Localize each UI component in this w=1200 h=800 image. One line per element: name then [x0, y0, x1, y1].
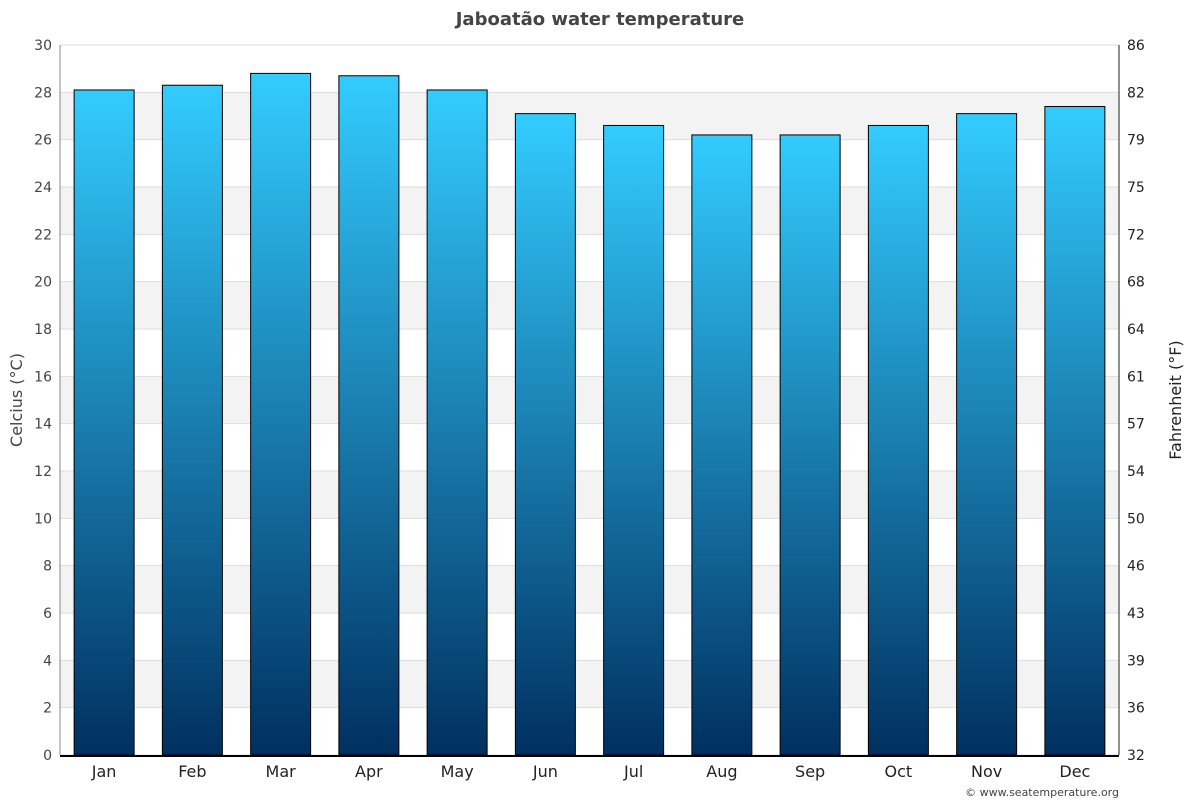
bar-dec [1044, 106, 1106, 756]
bar-oct [867, 124, 929, 756]
grid-band [60, 92, 1119, 140]
y-tick-label-left: 10 [34, 511, 52, 527]
chart-title: Jaboatão water temperature [454, 9, 745, 30]
y-tick-label-right: 72 [1127, 227, 1145, 243]
y-tick-label-left: 6 [43, 606, 52, 622]
bar-apr [338, 75, 400, 756]
y-tick-label-left: 28 [34, 85, 52, 101]
y-tick-label-right: 57 [1127, 417, 1145, 433]
grid-band [60, 187, 1119, 235]
y-axis-label-right: Fahrenheit (°F) [1166, 340, 1185, 459]
y-tick-label-right: 32 [1127, 748, 1145, 764]
bar-sep [779, 134, 841, 756]
x-tick-label: Nov [971, 762, 1002, 781]
grid-band [60, 660, 1119, 708]
x-tick-label: Feb [178, 762, 206, 781]
y-tick-label-left: 2 [43, 701, 52, 717]
y-tick-label-left: 8 [43, 559, 52, 575]
y-tick-label-right: 54 [1127, 464, 1145, 480]
x-tick-label: Mar [266, 762, 297, 781]
y-tick-label-right: 36 [1127, 701, 1145, 717]
y-tick-label-right: 43 [1127, 606, 1145, 622]
bar-may [426, 89, 488, 756]
footer-credit[interactable]: © www.seatemperature.org [965, 786, 1119, 799]
y-tick-label-left: 30 [34, 38, 52, 54]
y-tick-label-right: 61 [1127, 369, 1145, 385]
y-tick-label-left: 0 [43, 748, 52, 764]
x-tick-label: Aug [706, 762, 737, 781]
y-tick-label-left: 20 [34, 275, 52, 291]
y-tick-label-right: 82 [1127, 85, 1145, 101]
x-tick-label: Jun [532, 762, 558, 781]
y-tick-label-left: 22 [34, 227, 52, 243]
y-tick-label-right: 79 [1127, 133, 1145, 149]
bar-nov [956, 113, 1018, 756]
y-tick-label-right: 64 [1127, 322, 1145, 338]
y-tick-label-left: 12 [34, 464, 52, 480]
grid-band [60, 471, 1119, 519]
grid-band [60, 281, 1119, 329]
x-tick-label: May [441, 762, 474, 781]
x-tick-label: Jul [623, 762, 643, 781]
x-tick-label: Oct [885, 762, 913, 781]
y-axis-label-left: Celcius (°C) [7, 353, 26, 447]
bar-jan [73, 89, 135, 756]
y-tick-label-left: 24 [34, 180, 52, 196]
grid-band [60, 376, 1119, 424]
y-tick-label-right: 46 [1127, 559, 1145, 575]
grid-band [60, 565, 1119, 613]
bar-feb [161, 84, 223, 756]
y-tick-label-right: 86 [1127, 38, 1145, 54]
bar-jul [603, 124, 665, 756]
x-tick-label: Dec [1059, 762, 1090, 781]
y-tick-label-left: 18 [34, 322, 52, 338]
x-tick-label: Sep [795, 762, 825, 781]
x-tick-label: Apr [355, 762, 383, 781]
bar-mar [250, 72, 312, 756]
y-tick-label-right: 39 [1127, 653, 1145, 669]
x-tick-label: Jan [91, 762, 117, 781]
bar-jun [514, 113, 576, 756]
y-tick-label-right: 50 [1127, 511, 1145, 527]
y-tick-label-left: 4 [43, 653, 52, 669]
y-tick-label-right: 75 [1127, 180, 1145, 196]
y-tick-label-right: 68 [1127, 275, 1145, 291]
bar-aug [691, 134, 753, 756]
y-tick-label-left: 16 [34, 369, 52, 385]
y-tick-label-left: 26 [34, 133, 52, 149]
y-tick-label-left: 14 [34, 417, 52, 433]
